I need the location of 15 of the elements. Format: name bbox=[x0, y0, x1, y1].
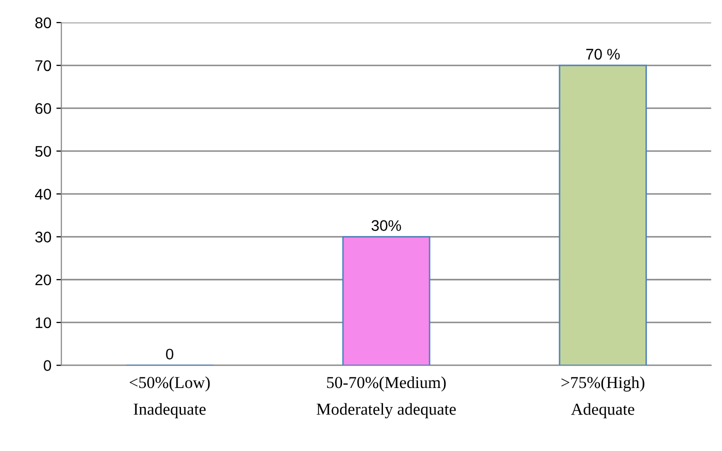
data-label: 30% bbox=[372, 220, 402, 231]
y-tick-label: 10 bbox=[36, 317, 52, 328]
x-tick-label: 50-70%(Medium) Moderately adequate bbox=[316, 376, 456, 418]
y-tick-label: 40 bbox=[35, 188, 52, 200]
y-tick-label: 60 bbox=[35, 103, 52, 114]
y-tick-label: 20 bbox=[35, 274, 52, 286]
y-tick-label: 0 bbox=[44, 360, 52, 371]
y-tick-label: 80 bbox=[35, 17, 52, 28]
x-tick-label: >75%(High) Adequate bbox=[562, 376, 644, 418]
x-tick-label: <50%(Low) Inadequate bbox=[130, 376, 210, 418]
data-label: 0 bbox=[166, 348, 174, 360]
y-tick-label: 50 bbox=[35, 146, 52, 157]
data-label: 70 % bbox=[586, 48, 620, 60]
y-tick-label: 70 bbox=[35, 60, 52, 72]
y-tick-label: 30 bbox=[35, 232, 52, 242]
